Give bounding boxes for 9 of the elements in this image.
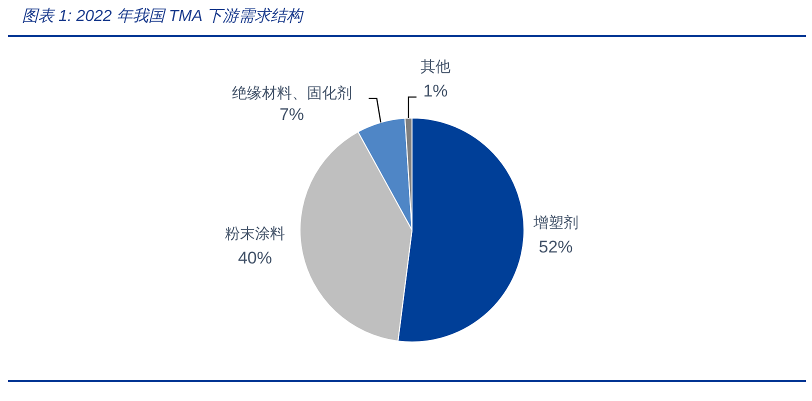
data-label: 7% [279, 104, 304, 124]
data-label: 1% [423, 82, 448, 101]
data-label: 52% [538, 238, 573, 257]
slice-label: 粉末涂料 [224, 225, 285, 242]
slice-label: 绝缘材料、固化剂 [232, 84, 352, 102]
slice-label: 增塑剂 [532, 214, 578, 232]
data-label: 40% [238, 248, 272, 268]
chart-title: 图表 1: 2022 年我国 TMA 下游需求结构 [22, 6, 302, 27]
slice-label: 其他 [420, 58, 450, 76]
